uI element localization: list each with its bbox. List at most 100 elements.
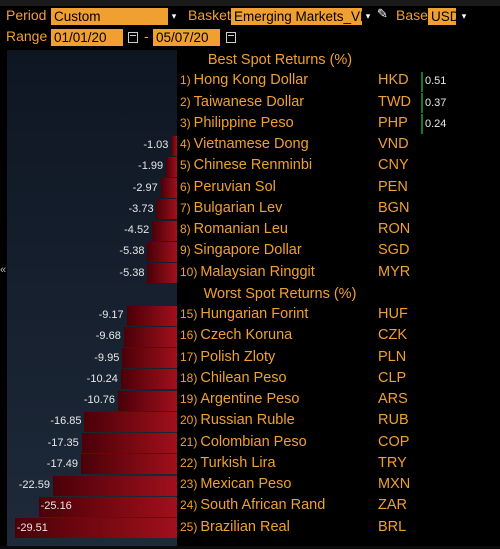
data-label: -29.51 — [16, 521, 48, 534]
currency-code: CNY — [378, 157, 409, 174]
currency-row-label[interactable]: 24) South African Rand — [180, 497, 325, 513]
currency-code: PLN — [378, 348, 407, 365]
period-field[interactable]: Custom — [51, 8, 168, 25]
currency-row-label[interactable]: 25) Brazilian Real — [180, 519, 290, 535]
data-label: -5.38 — [119, 266, 145, 279]
currency-name: Turkish Lira — [200, 454, 276, 471]
data-label: 0.24 — [425, 117, 447, 130]
bar — [421, 114, 423, 135]
data-label: -3.73 — [128, 202, 154, 215]
bar — [126, 305, 177, 326]
currency-code: RUB — [378, 412, 409, 429]
currency-name: Argentine Peso — [200, 391, 300, 407]
currency-row-label[interactable]: 23) Mexican Peso — [180, 476, 291, 492]
currency-name: Polish Zloty — [200, 348, 276, 365]
currency-row-label[interactable]: 20) Russian Ruble — [180, 412, 295, 428]
bar — [84, 411, 177, 432]
rank-number: 16) — [180, 328, 198, 343]
bar — [81, 433, 177, 453]
basket-field[interactable]: Emerging Markets_VN — [231, 8, 362, 25]
calendar-icon[interactable] — [226, 32, 236, 43]
currency-row-label[interactable]: 2) Taiwanese Dollar — [180, 94, 304, 110]
rank-number: 15) — [180, 307, 198, 321]
currency-code: BRL — [378, 518, 407, 535]
currency-name: Hong Kong Dollar — [193, 72, 309, 89]
currency-row-label[interactable]: 8) Romanian Leu — [180, 221, 288, 237]
pencil-icon[interactable]: ✎ — [377, 6, 388, 21]
currency-code: TRY — [378, 454, 407, 471]
currency-code: RON — [378, 221, 411, 237]
calendar-icon[interactable] — [128, 32, 138, 43]
currency-name: Russian Ruble — [200, 412, 295, 429]
rank-number: 4) — [180, 137, 191, 151]
currency-code: CLP — [378, 369, 407, 386]
currency-row-label[interactable]: 9) Singapore Dollar — [180, 242, 302, 258]
currency-name: Malaysian Ringgit — [200, 263, 315, 280]
currency-row-label[interactable]: 3) Philippine Peso — [180, 115, 294, 131]
currency-row-label[interactable]: 1) Hong Kong Dollar — [180, 72, 308, 88]
range-separator: - — [144, 28, 149, 44]
currency-name: Taiwanese Dollar — [193, 93, 305, 110]
currency-row-label[interactable]: 10) Malaysian Ringgit — [180, 264, 315, 280]
rank-number: 9) — [180, 243, 191, 258]
currency-row-label[interactable]: 17) Polish Zloty — [180, 349, 275, 365]
currency-code: TWD — [378, 93, 412, 110]
basket-dropdown-icon[interactable]: ▾ — [362, 8, 374, 25]
rank-number: 1) — [180, 73, 191, 88]
data-label: -2.97 — [132, 181, 158, 194]
currency-code: MXN — [378, 476, 411, 492]
currency-row-label[interactable]: 21) Colombian Peso — [180, 434, 307, 450]
bar — [120, 369, 177, 390]
data-label: -16.85 — [50, 415, 82, 428]
bar — [156, 199, 177, 220]
currency-code: PEN — [378, 178, 408, 195]
period-label: Period — [6, 7, 47, 23]
bar — [14, 518, 177, 538]
currency-code: BGN — [378, 199, 410, 216]
bar — [152, 220, 177, 241]
controls-row-1: Period Custom ▾ Basket Emerging Markets_… — [0, 6, 500, 27]
currency-code: VND — [378, 136, 409, 152]
currency-row-label[interactable]: 19) Argentine Peso — [180, 391, 300, 407]
rank-number: 18) — [180, 370, 198, 385]
data-label: -1.99 — [138, 160, 164, 173]
rank-number: 6) — [180, 179, 191, 194]
currency-row-label[interactable]: 5) Chinese Renminbi — [180, 157, 312, 173]
range-end-field[interactable]: 05/07/20 — [153, 29, 220, 46]
data-label: -4.52 — [124, 224, 150, 236]
rank-number: 5) — [180, 158, 191, 173]
bar — [160, 178, 177, 198]
rank-number: 20) — [180, 413, 198, 428]
rank-number: 17) — [180, 349, 198, 364]
range-label: Range — [6, 28, 48, 44]
currency-row-label[interactable]: 15) Hungarian Forint — [180, 306, 308, 322]
section-title: Best Spot Returns (%) — [207, 52, 353, 68]
currency-row-label[interactable]: 16) Czech Koruna — [180, 327, 292, 343]
rank-number: 7) — [180, 200, 191, 215]
bar — [147, 263, 177, 283]
base-field[interactable]: USD — [428, 8, 456, 25]
rank-number: 22) — [180, 455, 198, 470]
data-label: 0.51 — [425, 75, 447, 88]
currency-name: Chilean Peso — [200, 369, 287, 386]
currency-name: Philippine Peso — [193, 114, 294, 131]
currency-row-label[interactable]: 7) Bulgarian Lev — [180, 200, 282, 216]
collapse-arrow-icon[interactable]: « — [0, 264, 7, 276]
currency-name: South African Rand — [200, 497, 326, 514]
rank-number: 3) — [180, 115, 191, 130]
currency-name: Peruvian Sol — [193, 178, 276, 195]
currency-row-label[interactable]: 6) Peruvian Sol — [180, 179, 276, 195]
currency-row-label[interactable]: 18) Chilean Peso — [180, 370, 287, 386]
currency-row-label[interactable]: 4) Vietnamese Dong — [180, 136, 309, 152]
currency-row-label[interactable]: 22) Turkish Lira — [180, 455, 276, 471]
controls-row-2: Range 01/01/20 - 05/07/20 — [0, 28, 500, 48]
currency-code: CZK — [378, 327, 407, 344]
range-start-field[interactable]: 01/01/20 — [51, 29, 123, 46]
base-dropdown-icon[interactable]: ▾ — [458, 8, 470, 25]
bar — [421, 71, 423, 92]
currency-name: Vietnamese Dong — [193, 136, 309, 152]
bar — [171, 135, 177, 156]
rank-number: 10) — [180, 264, 198, 279]
period-dropdown-icon[interactable]: ▾ — [168, 8, 180, 25]
currency-code: COP — [378, 433, 410, 450]
